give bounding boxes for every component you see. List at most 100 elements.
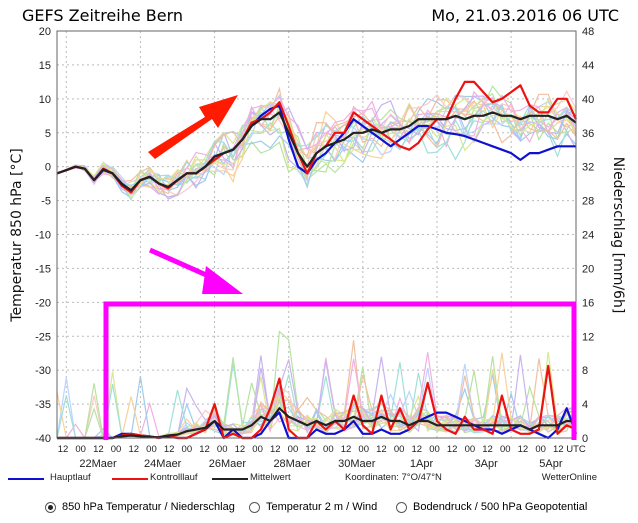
chart-title: GEFS Zeitreihe Bern xyxy=(22,6,183,25)
option-pressure-label: Bodendruck / 500 hPa Geopotential xyxy=(413,501,588,513)
hour-label: 12 xyxy=(553,444,564,455)
hour-label: 00 xyxy=(465,444,476,455)
hour-label: 00 xyxy=(252,444,263,455)
hour-label: 00 xyxy=(111,444,122,455)
red-arrow-annotation xyxy=(148,95,238,159)
hour-label: 12 xyxy=(235,444,246,455)
date-label: 28Maer xyxy=(273,458,311,470)
hour-label: 12 xyxy=(93,444,104,455)
legend-coords: Koordinaten: 7°O/47°N xyxy=(345,472,442,483)
hour-label: 12 xyxy=(376,444,387,455)
left-axis-title: Temperatur 850 hPa [°C] xyxy=(9,148,25,322)
right-tick-label: 24 xyxy=(582,230,594,242)
left-tick-label: -25 xyxy=(35,331,51,343)
magenta-box-annotation xyxy=(103,301,577,440)
option-temp2m[interactable]: Temperatur 2 m / Wind xyxy=(249,501,377,513)
precip-mittelwert-line xyxy=(57,407,576,440)
hour-label: 00 xyxy=(323,444,334,455)
date-labels: 22Maer 24Maer 26Maer 28Maer 30Maer 1Apr 3Apr 5A… xyxy=(79,458,562,470)
right-tick-label: 44 xyxy=(582,60,594,72)
hour-label: 00 xyxy=(429,444,440,455)
hour-label: 12 xyxy=(164,444,175,455)
right-tick-label: 40 xyxy=(582,94,594,106)
hour-label: 12 xyxy=(128,444,139,455)
date-label: 24Maer xyxy=(144,458,182,470)
ensemble-temp-line xyxy=(56,94,577,192)
hour-label: 00 xyxy=(500,444,511,455)
right-tick-label: 20 xyxy=(582,263,594,275)
plot-frame xyxy=(56,30,577,439)
hour-label: 00 xyxy=(358,444,369,455)
left-tick-label: -10 xyxy=(35,230,51,242)
hour-label: 12 xyxy=(199,444,210,455)
date-label: 5Apr xyxy=(539,458,563,470)
hour-label: 00 xyxy=(182,444,193,455)
date-label: 30Maer xyxy=(338,458,376,470)
hour-label: 00 xyxy=(75,444,86,455)
left-tick-label: -15 xyxy=(35,263,51,275)
hour-label: 12 xyxy=(58,444,69,455)
right-tick-label: 16 xyxy=(582,297,594,309)
hour-label: 00 xyxy=(394,444,405,455)
date-label: 22Maer xyxy=(79,458,117,470)
right-tick-label: 0 xyxy=(582,433,588,445)
right-tick-label: 4 xyxy=(582,399,588,411)
hour-label: 00 xyxy=(288,444,299,455)
date-label: 1Apr xyxy=(410,458,434,470)
date-label: 26Maer xyxy=(209,458,247,470)
hour-label: 12 xyxy=(412,444,423,455)
hour-label: 12 xyxy=(341,444,352,455)
date-label: 3Apr xyxy=(475,458,499,470)
left-tick-label: -5 xyxy=(41,196,51,208)
ensemble-temp-line xyxy=(56,103,577,184)
ensemble-members xyxy=(56,84,577,439)
legend-mean: Mittelwert xyxy=(250,472,291,483)
left-axis-ticks: 20 15 10 5 0 -5 -10 -15 -20 -25 -30 -35 -40 xyxy=(35,26,51,445)
option-850hpa-label: 850 hPa Temperatur / Niederschlag xyxy=(62,501,235,513)
left-tick-label: 0 xyxy=(45,162,51,174)
hour-label: 12 xyxy=(270,444,281,455)
run-date: Mo, 21.03.2016 06 UTC xyxy=(431,6,619,25)
left-tick-label: 15 xyxy=(39,60,51,72)
hour-label: 00 xyxy=(535,444,546,455)
option-pressure[interactable]: Bodendruck / 500 hPa Geopotential xyxy=(396,501,587,513)
left-tick-label: -30 xyxy=(35,365,51,377)
hour-label: 12 xyxy=(305,444,316,455)
hour-label: 12 xyxy=(482,444,493,455)
hour-label: 00 xyxy=(146,444,157,455)
hour-label: UTC xyxy=(566,444,586,455)
magenta-arrowhead xyxy=(202,266,243,294)
right-tick-label: 36 xyxy=(582,128,594,140)
hour-labels: 12 00 12 00 12 00 12 00 12 00 12 00 12 00 12 00 12 00 12 00… xyxy=(58,444,586,455)
left-tick-label: 5 xyxy=(45,128,51,140)
radio-850hpa-icon[interactable] xyxy=(45,501,56,513)
annotations xyxy=(103,95,577,440)
chart-type-options: 850 hPa Temperatur / Niederschlag Temper… xyxy=(0,496,638,520)
legend-main: Hauptlauf xyxy=(50,472,91,483)
series-lines xyxy=(56,80,578,440)
temp-mittelwert-line xyxy=(56,111,577,192)
radio-temp2m-icon[interactable] xyxy=(249,501,260,513)
hour-label: 12 xyxy=(518,444,529,455)
ensemble-temp-line xyxy=(56,92,577,193)
right-tick-label: 28 xyxy=(582,196,594,208)
left-tick-label: 10 xyxy=(39,94,51,106)
option-850hpa[interactable]: 850 hPa Temperatur / Niederschlag xyxy=(45,501,235,513)
left-tick-label: -20 xyxy=(35,297,51,309)
left-tick-label: -40 xyxy=(35,433,51,445)
legend-control: Kontrolllauf xyxy=(150,472,198,483)
left-tick-label: 20 xyxy=(39,26,51,38)
hour-label: 00 xyxy=(217,444,228,455)
right-tick-label: 48 xyxy=(582,26,594,38)
left-tick-label: -35 xyxy=(35,399,51,411)
hour-label: 12 xyxy=(447,444,458,455)
right-axis-title: Niederschlag [mm/6h] xyxy=(610,157,626,314)
right-tick-label: 32 xyxy=(582,162,594,174)
right-tick-label: 8 xyxy=(582,365,588,377)
radio-pressure-icon[interactable] xyxy=(396,501,407,513)
option-temp2m-label: Temperatur 2 m / Wind xyxy=(266,501,378,513)
right-tick-label: 12 xyxy=(582,331,594,343)
legend-credit: WetterOnline xyxy=(542,472,597,483)
